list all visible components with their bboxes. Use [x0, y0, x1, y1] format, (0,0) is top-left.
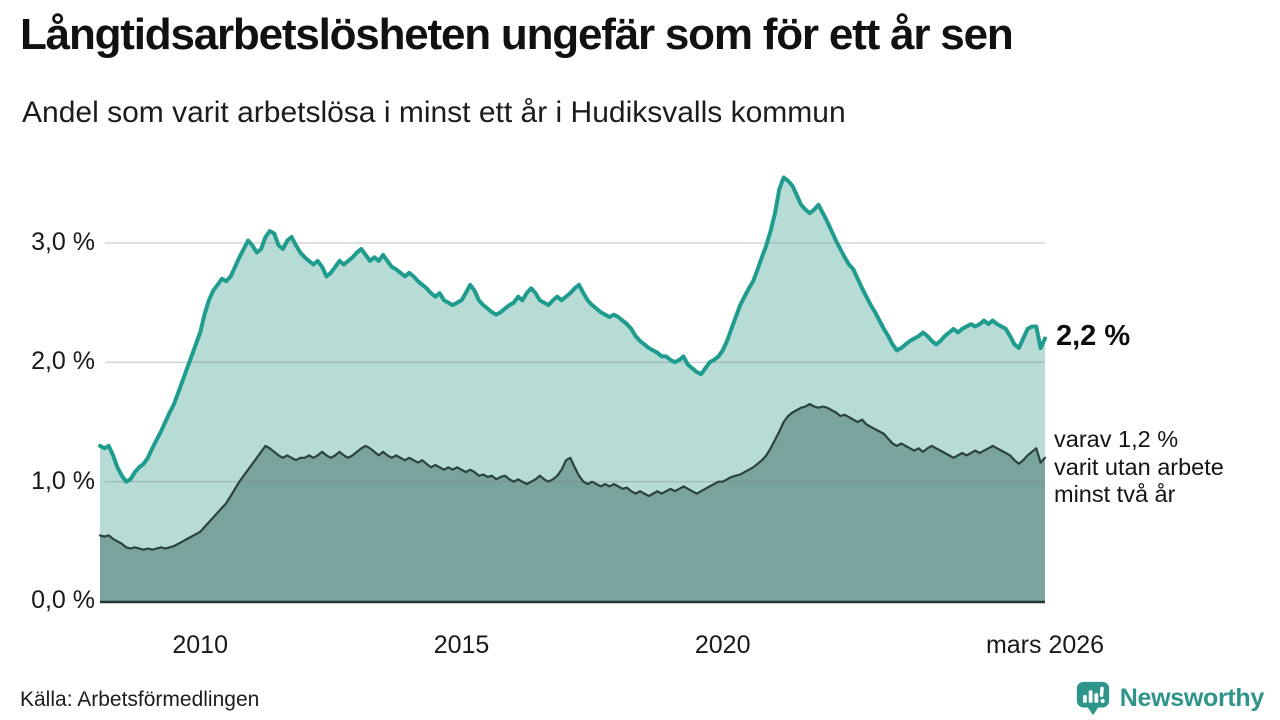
x-axis-tick-label: 2020	[694, 631, 751, 659]
latest-value-label: 2,2 %	[1056, 320, 1131, 352]
y-axis-tick-label: 2,0 %	[31, 347, 95, 376]
x-axis-tick-label: 2015	[433, 631, 490, 659]
newsworthy-icon	[1076, 681, 1109, 716]
page-subtitle: Andel som varit arbetslösa i minst ett å…	[22, 96, 846, 129]
x-axis-tick-label: mars 2026	[985, 631, 1105, 659]
y-axis-tick-label: 1,0 %	[31, 466, 95, 495]
series-line-1	[98, 403, 1047, 551]
y-axis: 0,0 % 1,0 % 2,0 % 3,0 %	[0, 0, 95, 720]
page-title: Långtidsarbetslösheten ungefär som för e…	[20, 10, 1014, 59]
secondary-series-label-line2: varit utan arbete	[1054, 453, 1224, 480]
secondary-series-label-line3: minst två år	[1054, 481, 1176, 507]
brand-name: Newsworthy	[1119, 683, 1265, 712]
x-axis: 2010 2015 2020 mars 2026	[0, 631, 1280, 667]
source-note: Källa: Arbetsförmedlingen	[20, 688, 260, 711]
series-line-0	[98, 175, 1047, 484]
y-axis-tick-label: 0,0 %	[31, 585, 95, 614]
y-axis-tick-label: 3,0 %	[31, 227, 95, 256]
brand-logo: Newsworthy	[1074, 679, 1264, 717]
secondary-series-label: varav 1,2 % varit utan arbete minst två …	[1054, 426, 1224, 509]
secondary-series-label-line1: varav 1,2 %	[1054, 426, 1179, 452]
x-axis-tick-label: 2010	[172, 631, 228, 659]
series-area-1	[100, 404, 1045, 601]
